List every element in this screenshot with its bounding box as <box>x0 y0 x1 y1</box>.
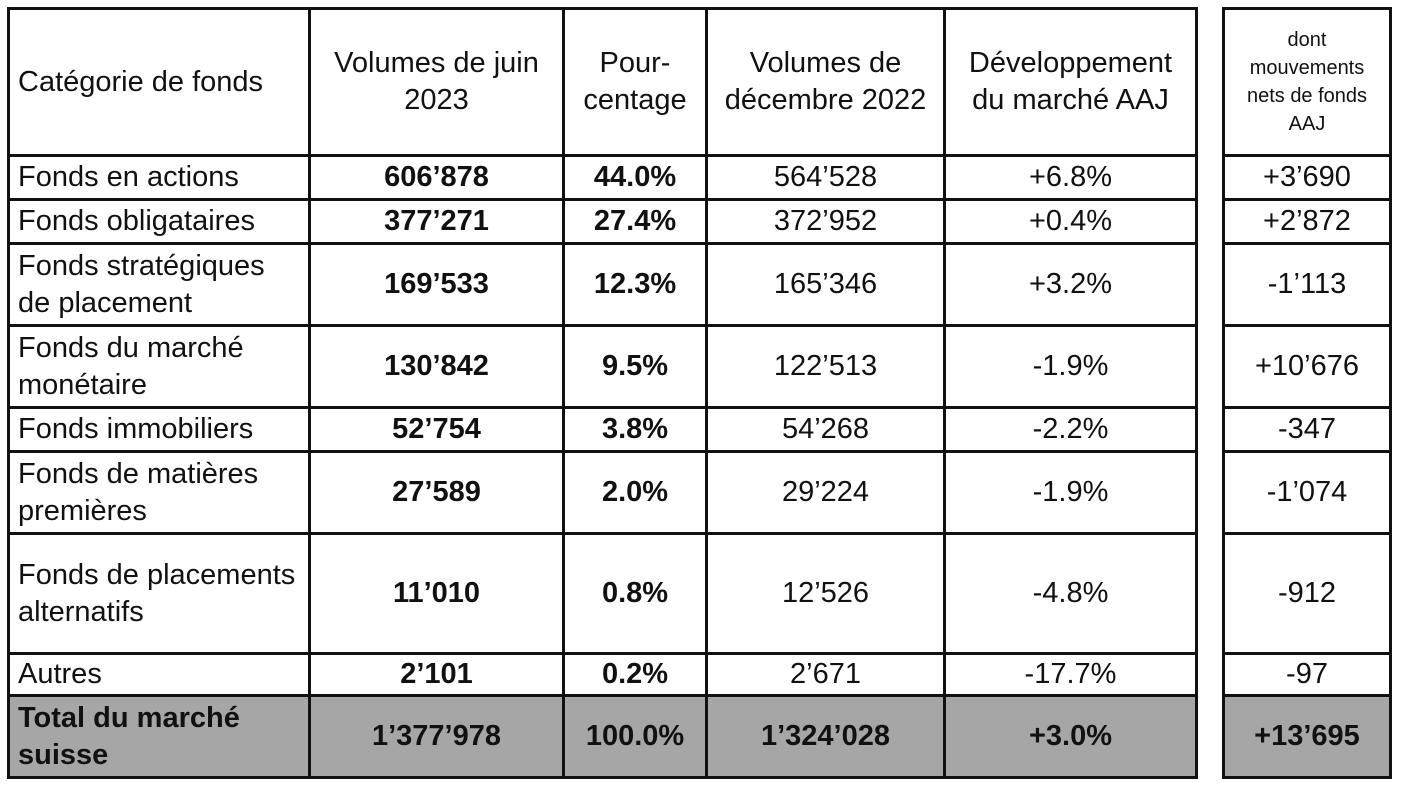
fund-volumes-table: Catégorie de fonds Volumes de juin 2023 … <box>7 7 1198 779</box>
category-cell: Fonds stratégiques de placement <box>7 242 311 327</box>
table-row: Fonds en actions 606’878 44.0% 564’528 +… <box>7 154 1198 201</box>
percent-cell: 12.3% <box>562 242 708 327</box>
table-row: Fonds immobiliers 52’754 3.8% 54’268 -2.… <box>7 406 1198 453</box>
header-row: Catégorie de fonds Volumes de juin 2023 … <box>7 7 1198 157</box>
table-row: +10’676 <box>1222 324 1392 409</box>
header-percentage: Pour-centage <box>562 7 708 157</box>
category-cell: Fonds obligataires <box>7 198 311 245</box>
table-row: Fonds de placements alternatifs 11’010 0… <box>7 532 1198 655</box>
june-cell: 169’533 <box>308 242 565 327</box>
category-cell: Fonds en actions <box>7 154 311 201</box>
table-row: -1’113 <box>1222 242 1392 327</box>
net-flows-cell: -1’113 <box>1222 242 1392 327</box>
net-flows-cell: -347 <box>1222 406 1392 453</box>
percent-cell: 9.5% <box>562 324 708 409</box>
table-row: Fonds de matières premières 27’589 2.0% … <box>7 450 1198 535</box>
december-cell: 564’528 <box>705 154 946 201</box>
december-cell: 54’268 <box>705 406 946 453</box>
net-flows-cell: -97 <box>1222 652 1392 697</box>
net-flows-table: dont mouvements nets de fonds AAJ +3’690… <box>1222 7 1392 779</box>
table-row: +2’872 <box>1222 198 1392 245</box>
table-row: Autres 2’101 0.2% 2’671 -17.7% <box>7 652 1198 697</box>
december-cell: 122’513 <box>705 324 946 409</box>
development-cell: -4.8% <box>943 532 1198 655</box>
net-flows-cell: +2’872 <box>1222 198 1392 245</box>
development-cell: +3.2% <box>943 242 1198 327</box>
table-row: +3’690 <box>1222 154 1392 201</box>
june-cell: 130’842 <box>308 324 565 409</box>
table-row: Fonds obligataires 377’271 27.4% 372’952… <box>7 198 1198 245</box>
header-market-development: Développement du marché AAJ <box>943 7 1198 157</box>
table-row: Fonds stratégiques de placement 169’533 … <box>7 242 1198 327</box>
total-row: +13’695 <box>1222 694 1392 779</box>
percent-cell: 3.8% <box>562 406 708 453</box>
total-percent-cell: 100.0% <box>562 694 708 779</box>
category-cell: Fonds de placements alternatifs <box>7 532 311 655</box>
table-row: Fonds du marché monétaire 130’842 9.5% 1… <box>7 324 1198 409</box>
december-cell: 372’952 <box>705 198 946 245</box>
june-cell: 606’878 <box>308 154 565 201</box>
june-cell: 27’589 <box>308 450 565 535</box>
net-flows-cell: +3’690 <box>1222 154 1392 201</box>
header-category: Catégorie de fonds <box>7 7 311 157</box>
development-cell: -17.7% <box>943 652 1198 697</box>
june-cell: 377’271 <box>308 198 565 245</box>
category-cell: Fonds immobiliers <box>7 406 311 453</box>
table-row: -1’074 <box>1222 450 1392 535</box>
header-december-volumes: Volumes de décembre 2022 <box>705 7 946 157</box>
december-cell: 29’224 <box>705 450 946 535</box>
table-row: -347 <box>1222 406 1392 453</box>
percent-cell: 0.8% <box>562 532 708 655</box>
header-june-volumes: Volumes de juin 2023 <box>308 7 565 157</box>
total-net-flows-cell: +13’695 <box>1222 694 1392 779</box>
december-cell: 2’671 <box>705 652 946 697</box>
total-category-cell: Total du marché suisse <box>7 694 311 779</box>
june-cell: 11’010 <box>308 532 565 655</box>
june-cell: 52’754 <box>308 406 565 453</box>
development-cell: -1.9% <box>943 324 1198 409</box>
development-cell: -2.2% <box>943 406 1198 453</box>
net-flows-cell: -1’074 <box>1222 450 1392 535</box>
total-december-cell: 1’324’028 <box>705 694 946 779</box>
category-cell: Autres <box>7 652 311 697</box>
december-cell: 12’526 <box>705 532 946 655</box>
total-row: Total du marché suisse 1’377’978 100.0% … <box>7 694 1198 779</box>
percent-cell: 27.4% <box>562 198 708 245</box>
percent-cell: 2.0% <box>562 450 708 535</box>
category-cell: Fonds de matières premières <box>7 450 311 535</box>
total-june-cell: 1’377’978 <box>308 694 565 779</box>
net-flows-cell: -912 <box>1222 532 1392 655</box>
development-cell: +6.8% <box>943 154 1198 201</box>
june-cell: 2’101 <box>308 652 565 697</box>
development-cell: +0.4% <box>943 198 1198 245</box>
percent-cell: 44.0% <box>562 154 708 201</box>
category-cell: Fonds du marché monétaire <box>7 324 311 409</box>
table-row: -912 <box>1222 532 1392 655</box>
december-cell: 165’346 <box>705 242 946 327</box>
header-net-flows: dont mouvements nets de fonds AAJ <box>1222 7 1392 157</box>
total-development-cell: +3.0% <box>943 694 1198 779</box>
table-row: -97 <box>1222 652 1392 697</box>
net-flows-cell: +10’676 <box>1222 324 1392 409</box>
development-cell: -1.9% <box>943 450 1198 535</box>
net-flows-header-row: dont mouvements nets de fonds AAJ <box>1222 7 1392 157</box>
percent-cell: 0.2% <box>562 652 708 697</box>
